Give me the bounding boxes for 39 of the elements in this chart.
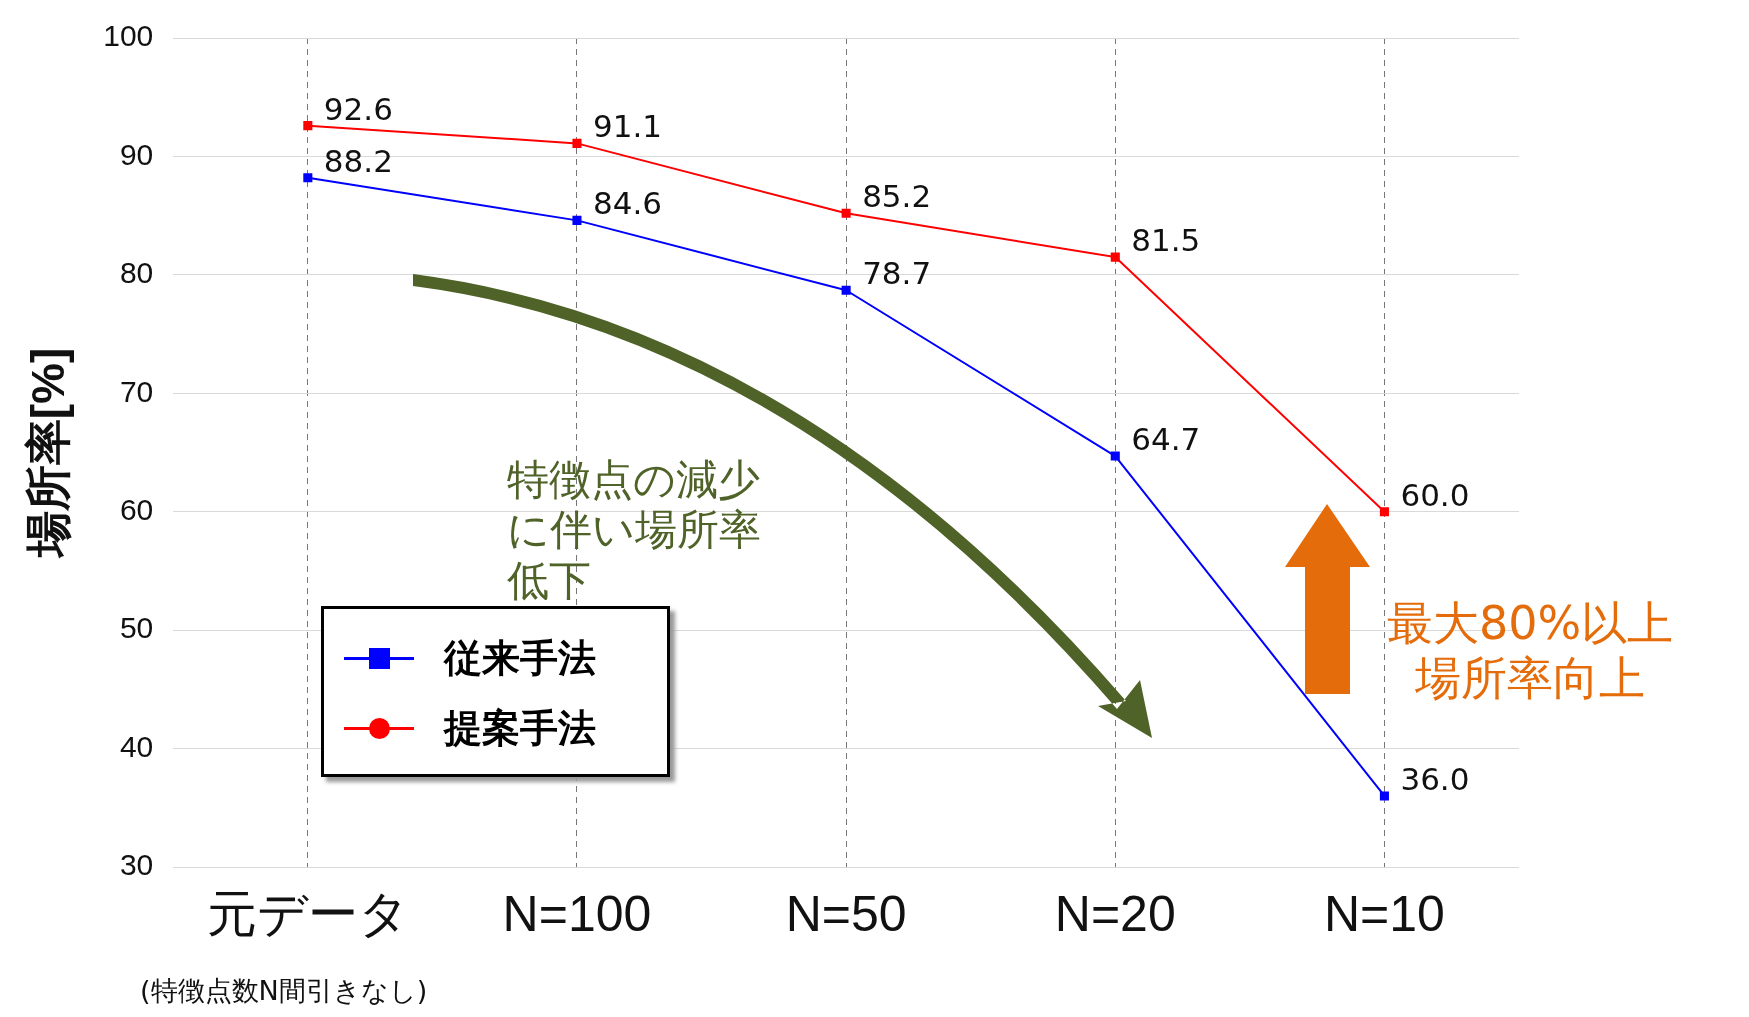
point — [841, 208, 851, 218]
y-tick-label: 60 — [119, 492, 154, 526]
y-axis-title: 場所率[%] — [22, 347, 75, 560]
data-label: 88.2 — [323, 142, 393, 179]
data-label: 92.6 — [323, 90, 393, 127]
y-tick-label: 50 — [119, 611, 154, 645]
x-tick-label: N=10 — [1323, 885, 1445, 942]
point — [572, 138, 582, 148]
annotation: 特徴点の減少に伴い場所率低下 — [507, 455, 762, 607]
point — [303, 121, 313, 131]
data-label: 81.5 — [1131, 222, 1201, 259]
x-tick-label: N=20 — [1054, 885, 1176, 942]
data-label: 64.7 — [1131, 421, 1201, 458]
y-tick-label: 100 — [103, 19, 154, 53]
point — [303, 173, 313, 183]
point — [1110, 252, 1120, 262]
x-tick-label: 元データ — [206, 885, 409, 942]
point — [1379, 507, 1389, 517]
data-label: 91.1 — [592, 108, 663, 145]
point — [841, 285, 851, 295]
text: (特徴点数N間引きなし) — [140, 975, 428, 1008]
point — [1110, 451, 1120, 461]
point — [1379, 791, 1389, 801]
data-label: 78.7 — [862, 255, 932, 292]
data-label: 84.6 — [592, 185, 663, 222]
data-label: 36.0 — [1400, 760, 1470, 797]
data-label: 85.2 — [862, 178, 932, 215]
x-tick-label: N=100 — [502, 885, 652, 942]
point — [572, 215, 582, 225]
y-tick-label: 30 — [119, 848, 154, 882]
data-label: 60.0 — [1400, 476, 1470, 513]
y-tick-label: 40 — [119, 729, 154, 763]
x-tick-label: N=50 — [785, 885, 907, 942]
legend-label: 従来手法 — [444, 634, 596, 682]
annotation: 最大80%以上場所率向上 — [1385, 596, 1675, 707]
legend-label: 提案手法 — [444, 704, 596, 752]
y-tick-label: 70 — [119, 374, 154, 408]
y-tick-label: 80 — [119, 256, 154, 290]
y-tick-label: 90 — [119, 137, 154, 171]
